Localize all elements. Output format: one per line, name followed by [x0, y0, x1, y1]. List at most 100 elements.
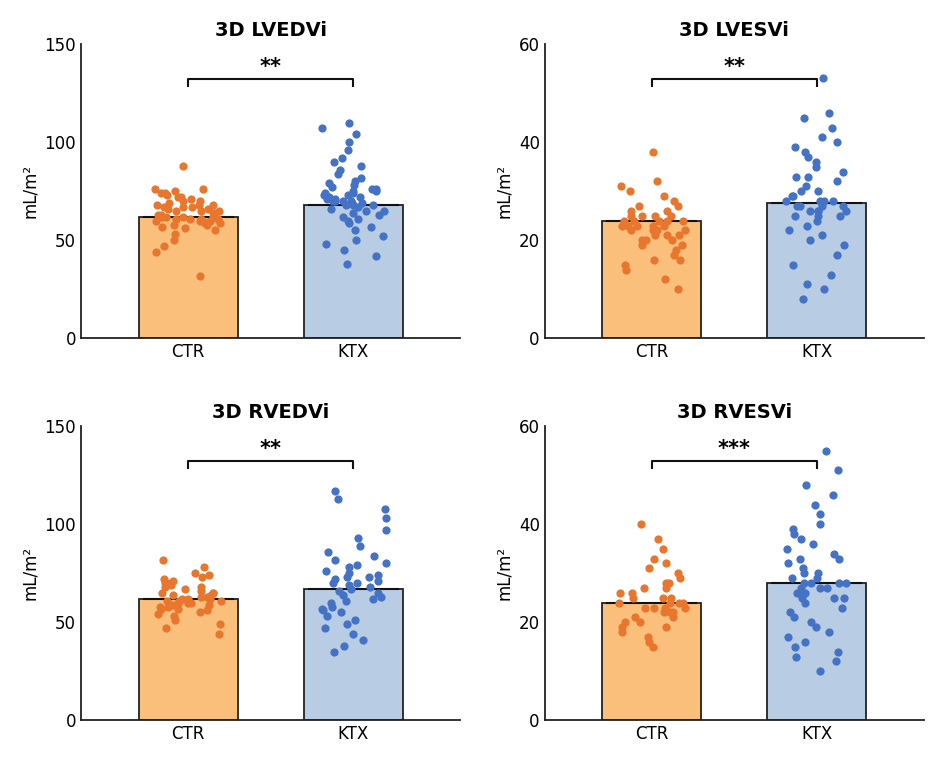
Point: [786, 641, 801, 653]
Point: [346, 180, 362, 192]
Point: [667, 244, 683, 256]
Point: [368, 250, 383, 262]
Point: [612, 587, 627, 599]
Point: [168, 205, 183, 217]
Point: [192, 199, 207, 211]
Point: [176, 211, 191, 223]
Point: [368, 185, 383, 197]
Point: [340, 144, 355, 156]
Bar: [767, 583, 866, 720]
Point: [183, 193, 198, 206]
Point: [345, 185, 360, 197]
Point: [362, 571, 377, 583]
Point: [824, 121, 839, 134]
Point: [808, 160, 823, 173]
Point: [326, 195, 341, 207]
Point: [212, 216, 228, 228]
Point: [829, 136, 844, 148]
Point: [796, 567, 811, 579]
Point: [818, 445, 833, 457]
Point: [175, 195, 190, 207]
Point: [346, 207, 361, 219]
Point: [177, 222, 192, 235]
Point: [646, 552, 661, 565]
Bar: [601, 603, 700, 720]
Point: [350, 201, 365, 213]
Point: [804, 538, 819, 550]
Point: [349, 212, 364, 225]
Point: [838, 577, 853, 589]
Point: [335, 589, 350, 601]
Point: [314, 604, 329, 617]
Point: [348, 234, 363, 246]
Point: [793, 591, 808, 604]
Point: [157, 201, 172, 213]
Point: [339, 257, 354, 270]
Point: [791, 587, 806, 599]
Point: [611, 597, 626, 609]
Point: [335, 211, 350, 223]
Point: [166, 234, 181, 246]
Point: [205, 199, 220, 211]
Point: [159, 594, 174, 607]
Point: [193, 212, 208, 225]
Point: [666, 195, 681, 207]
Point: [205, 211, 220, 223]
Point: [194, 571, 210, 583]
Point: [341, 216, 356, 228]
Point: [647, 229, 662, 241]
Point: [674, 215, 689, 227]
Point: [631, 200, 646, 212]
Point: [338, 199, 353, 211]
Text: **: **: [260, 439, 281, 458]
Point: [665, 607, 680, 619]
Point: [807, 621, 822, 633]
Point: [147, 183, 162, 196]
Point: [646, 601, 661, 613]
Point: [167, 610, 182, 623]
Point: [810, 209, 825, 222]
Point: [622, 185, 637, 197]
Point: [784, 572, 799, 584]
Point: [816, 195, 831, 207]
Point: [659, 215, 674, 227]
Point: [663, 591, 678, 604]
Point: [160, 197, 176, 209]
Point: [629, 219, 644, 231]
Point: [806, 498, 821, 510]
Point: [336, 244, 351, 256]
Point: [153, 601, 168, 613]
Point: [174, 593, 189, 605]
Point: [331, 584, 346, 597]
Point: [170, 191, 185, 203]
Point: [212, 618, 228, 630]
Point: [207, 207, 222, 219]
Point: [641, 636, 656, 648]
Point: [787, 170, 802, 183]
Point: [339, 618, 354, 630]
Point: [341, 567, 356, 579]
Point: [814, 229, 829, 241]
Point: [196, 562, 211, 574]
Point: [345, 628, 360, 640]
Point: [824, 489, 839, 501]
Point: [808, 572, 823, 584]
Point: [782, 607, 797, 619]
Point: [213, 594, 228, 607]
Point: [670, 597, 685, 609]
Point: [154, 587, 169, 599]
Point: [329, 493, 345, 505]
Point: [780, 557, 795, 569]
Text: **: **: [723, 57, 745, 76]
Point: [614, 626, 629, 638]
Text: ***: ***: [717, 439, 750, 458]
Point: [656, 190, 671, 202]
Point: [150, 209, 165, 221]
Point: [792, 533, 807, 545]
Point: [645, 146, 660, 158]
Point: [635, 582, 650, 594]
Point: [645, 225, 660, 237]
Bar: [601, 221, 700, 338]
Point: [613, 180, 628, 193]
Point: [201, 569, 216, 581]
